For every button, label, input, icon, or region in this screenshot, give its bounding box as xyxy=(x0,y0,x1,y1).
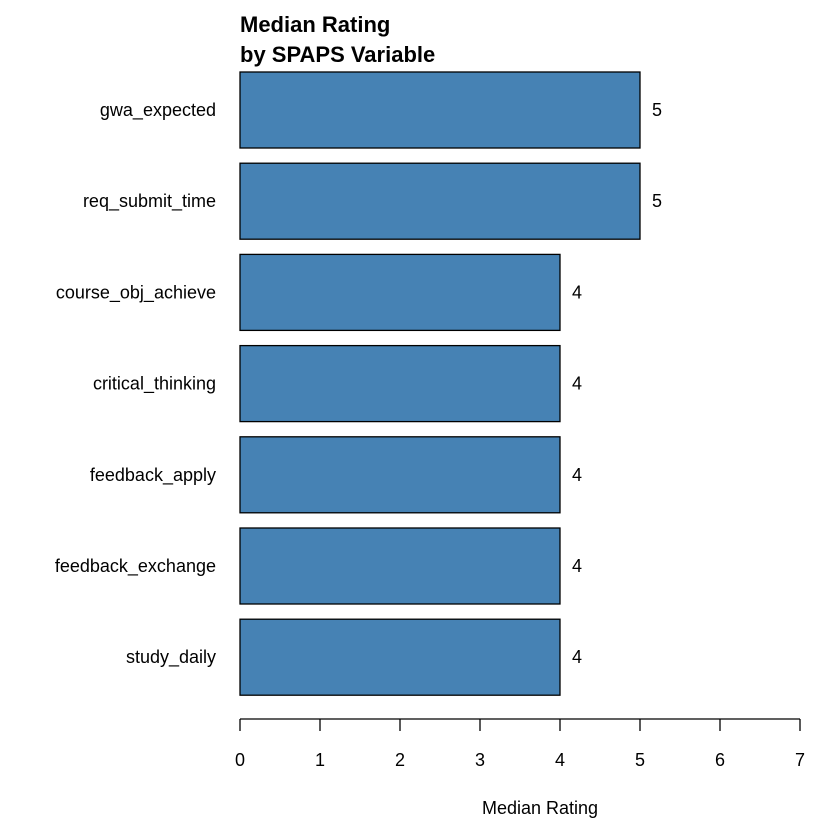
x-axis: 0 1 2 3 4 5 6 7 xyxy=(235,718,805,770)
x-tick-label: 0 xyxy=(235,750,245,770)
category-label: gwa_expected xyxy=(100,100,216,121)
category-label: study_daily xyxy=(126,647,216,668)
category-label: req_submit_time xyxy=(83,191,216,212)
bar-course_obj_achieve xyxy=(239,253,561,332)
data-label: 4 xyxy=(572,374,582,394)
category-label: course_obj_achieve xyxy=(56,282,216,303)
x-tick-label: 6 xyxy=(715,750,725,770)
bar-req_submit_time xyxy=(239,162,641,240)
bar-feedback_exchange xyxy=(239,527,561,605)
x-tick-label: 7 xyxy=(795,750,805,770)
chart-title-line-2: by SPAPS Variable xyxy=(240,42,435,67)
x-axis-label: Median Rating xyxy=(482,798,598,818)
data-label: 5 xyxy=(652,191,662,211)
x-tick-label: 5 xyxy=(635,750,645,770)
bars-group: gwa_expected 5 req_submit_time 5 course_obj_… xyxy=(55,71,662,696)
x-tick-label: 2 xyxy=(395,750,405,770)
data-label: 4 xyxy=(572,556,582,576)
data-label: 4 xyxy=(572,282,582,302)
bar-feedback_apply xyxy=(239,436,561,514)
data-label: 4 xyxy=(572,647,582,667)
bar-critical_thinking xyxy=(239,344,561,423)
x-tick-label: 1 xyxy=(315,750,325,770)
chart-title-line-1: Median Rating xyxy=(240,12,390,37)
data-label: 4 xyxy=(572,465,582,485)
bar-study_daily xyxy=(239,618,561,696)
category-label: feedback_exchange xyxy=(55,556,216,577)
data-label: 5 xyxy=(652,100,662,120)
x-tick-label: 4 xyxy=(555,750,565,770)
bar-gwa_expected xyxy=(239,71,641,149)
category-label: critical_thinking xyxy=(93,374,216,395)
x-tick-label: 3 xyxy=(475,750,485,770)
category-label: feedback_apply xyxy=(90,465,216,486)
